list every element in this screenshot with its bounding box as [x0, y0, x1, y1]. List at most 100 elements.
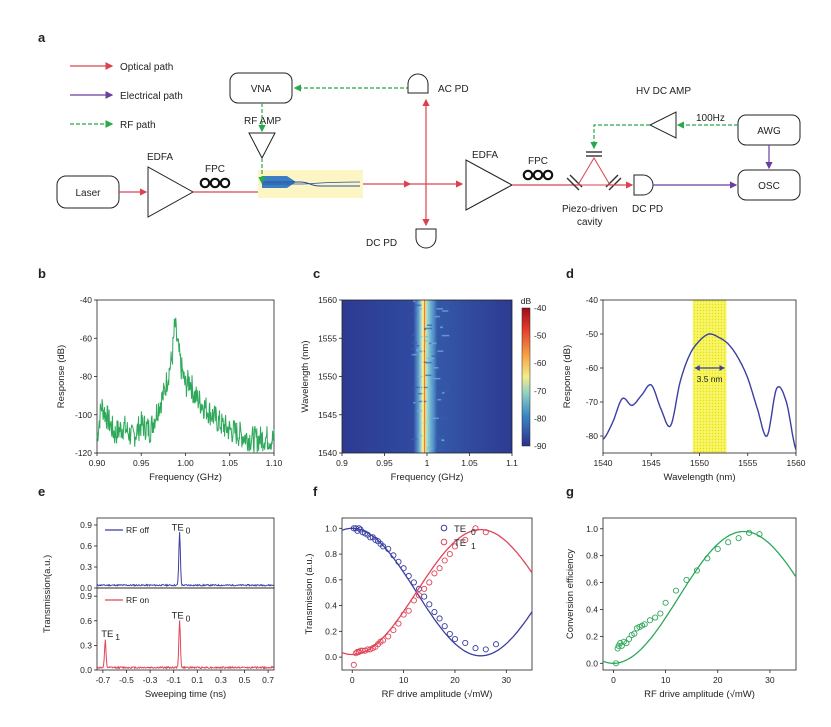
colorbar-tick: -90	[534, 441, 547, 451]
hv-amp-label: HV DC AMP	[636, 86, 691, 97]
heatmap-streak	[413, 300, 416, 303]
data-point	[385, 633, 392, 640]
heatmap-streak	[411, 353, 417, 356]
data-point	[390, 552, 397, 559]
data-point	[472, 645, 479, 652]
chart-b: 0.90 0.95 1.00 1.05 1.10 -40 -60 -80 -100 -120 Fre…	[56, 295, 283, 483]
y-tick-label: -120	[75, 448, 92, 458]
x-axis-label: Wavelength (nm)	[664, 472, 736, 483]
heatmap-streak	[441, 392, 445, 394]
fit-curve	[341, 527, 533, 657]
peak2-label: TE	[101, 629, 113, 640]
y-tick-label: -40	[80, 295, 93, 305]
data-point	[385, 545, 392, 552]
data-point	[355, 648, 362, 656]
panel-label-d: d	[566, 266, 574, 281]
legend-optical: Optical path	[120, 62, 173, 73]
data-point	[400, 611, 407, 618]
plot-frame	[96, 587, 275, 671]
fpc1-icon	[199, 177, 231, 189]
data-point	[462, 639, 469, 646]
y-tick-label: 0.6	[325, 575, 337, 585]
data-point	[426, 579, 433, 586]
x-tick-label: -0.3	[143, 675, 158, 685]
panel-label-f: f	[313, 484, 318, 499]
y-tick-label: 1560	[318, 295, 337, 305]
x-axis-label: RF drive amplitude (√mW)	[382, 689, 493, 700]
x-tick-label: 1.1	[506, 458, 518, 468]
x-axis-label: Frequency (GHz)	[149, 472, 222, 483]
y-tick-label: 0.2	[325, 626, 337, 636]
hv-amp-icon	[648, 111, 677, 139]
dc-pd2-icon	[633, 174, 654, 196]
data-point	[390, 627, 397, 634]
dc-pd1-label: DC PD	[366, 238, 397, 249]
x-tick-label: 30	[502, 675, 512, 685]
data-point	[405, 572, 412, 580]
data-point	[446, 630, 453, 637]
peak-sub: 0	[186, 613, 191, 623]
x-tick-label: 0.5	[239, 675, 251, 685]
x-tick-label: 1550	[690, 458, 709, 468]
peak2-sub: 1	[115, 632, 120, 642]
legend-sub: 1	[471, 541, 476, 551]
y-tick-label: -70	[586, 397, 599, 407]
setup-diagram: Laser EDFA FPC RF AMP VNA AC PD	[56, 72, 801, 249]
vna-label: VNA	[251, 84, 272, 95]
y-tick-label: 0.4	[586, 604, 598, 614]
heatmap-streak	[441, 416, 448, 419]
heatmap-streak	[413, 401, 416, 404]
data-point	[493, 641, 500, 648]
heatmap-streak	[413, 312, 417, 315]
colorbar-tick: -60	[534, 358, 547, 368]
colorbar-tick: -80	[534, 413, 547, 423]
data-point	[410, 597, 417, 604]
y-axis-label: Response (dB)	[56, 345, 67, 408]
heatmap-streak	[416, 344, 420, 347]
colorbar	[521, 307, 531, 447]
transmission-trace	[96, 532, 275, 588]
x-tick-label: 0	[350, 675, 355, 685]
data-point	[367, 534, 374, 541]
heatmap-streak	[437, 350, 444, 352]
heatmap-streak	[418, 308, 423, 310]
x-tick-label: 1540	[594, 458, 613, 468]
dc-pd1-icon	[415, 228, 437, 249]
freq-label: 100Hz	[696, 113, 725, 124]
data-point	[482, 529, 489, 536]
x-tick-label: 0.1	[191, 675, 203, 685]
y-tick-label: 0.9	[80, 591, 92, 601]
x-tick-label: 0.3	[215, 675, 227, 685]
y-tick-label: 0.3	[80, 562, 92, 572]
x-tick-label: 20	[450, 675, 460, 685]
heatmap-streak	[431, 342, 437, 345]
transmission-trace	[96, 620, 275, 670]
y-axis-label: Transmission (a.u.)	[304, 554, 315, 635]
y-tick-label: 0.4	[325, 601, 337, 611]
x-tick-label: 0.95	[133, 458, 150, 468]
panel-label-b: b	[38, 266, 46, 281]
heatmap-streak	[425, 374, 432, 377]
rf-amp-icon	[248, 132, 276, 160]
x-tick-label: 0.9	[336, 458, 348, 468]
y-tick-label: 0.0	[325, 652, 337, 662]
edfa2-label: EDFA	[472, 150, 498, 161]
ac-pd-icon	[407, 73, 429, 94]
data-point	[421, 593, 428, 600]
data-point	[482, 646, 489, 653]
heatmap-streak	[441, 334, 450, 337]
y-tick-label: 1.0	[325, 523, 337, 533]
colorbar-tick: -40	[534, 303, 547, 313]
colorbar-tick: -50	[534, 331, 547, 341]
heatmap-streak	[416, 349, 420, 351]
x-tick-label: 1.10	[266, 458, 283, 468]
heatmap-streak	[418, 435, 425, 437]
y-tick-label: 1550	[318, 372, 337, 382]
chart-d: 1540 1545 1550 1555 1560 -40 -50 -60 -70 -80 Wavel…	[562, 295, 806, 483]
heatmap-streak	[439, 326, 444, 329]
data-point	[436, 615, 443, 622]
fit-curve	[602, 530, 797, 664]
heatmap-streak	[426, 447, 433, 449]
bandwidth-band	[692, 300, 727, 453]
data-point	[641, 621, 648, 628]
